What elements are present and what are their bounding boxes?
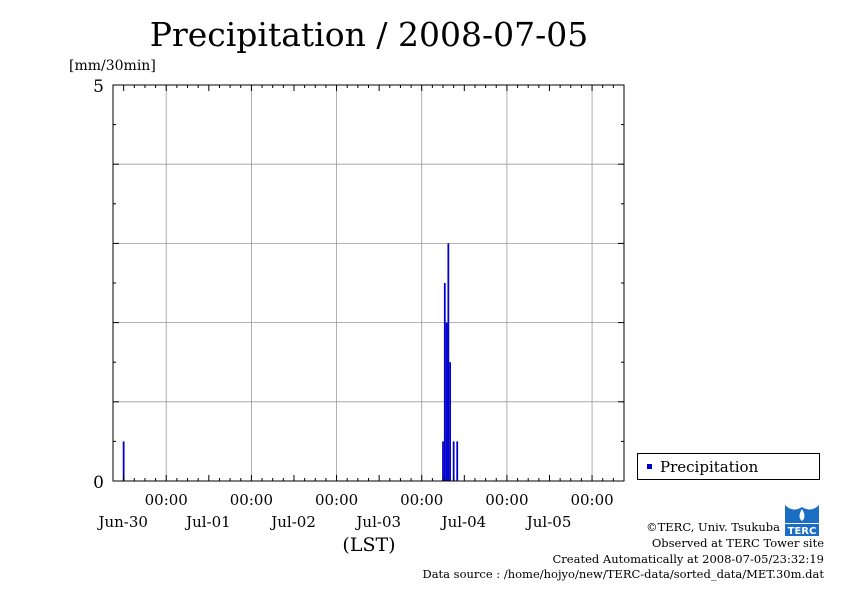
x-tick-label-time: 00:00 [400,491,443,509]
bar [452,441,455,481]
x-tick-label-date: Jul-02 [269,513,316,531]
bar [456,441,459,481]
credit-created: Created Automatically at 2008-07-05/23:3… [552,551,825,566]
credit-observed: Observed at TERC Tower site [651,535,824,550]
x-tick-label-time: 00:00 [485,491,528,509]
x-axis-label: (LST) [342,534,395,556]
x-tick-label-time: 00:00 [230,491,273,509]
legend-label: Precipitation [660,457,759,476]
logo-text: TERC [788,526,817,537]
credit-source: Data source : /home/hojyo/new/TERC-data/… [422,567,824,582]
x-tick-label-date: Jul-04 [440,513,487,531]
bar [443,283,446,481]
x-tick-label-date: Jul-01 [184,513,231,531]
chart-title: Precipitation / 2008-07-05 [150,15,588,54]
x-tick-label-date: Jun-30 [96,513,148,531]
legend-swatch [647,464,652,469]
x-tick-label-time: 00:00 [570,491,613,509]
y-tick-label-max: 5 [93,77,104,97]
x-tick-labels: 00:00 Jun-30 00:00 Jul-01 00:00 Jul-02 00:00 Ju… [96,491,613,531]
credit-copyright: ©TERC, Univ. Tsukuba [646,520,780,534]
grid [113,85,624,481]
bar [445,322,448,481]
logo-text-bar [785,524,819,536]
x-tick-label-date: Jul-05 [525,513,572,531]
bar [122,441,125,481]
y-tick-label-min: 0 [93,473,104,493]
bars [122,243,459,481]
x-tick-label-date: Jul-03 [354,513,401,531]
x-tick-label-time: 00:00 [315,491,358,509]
axis-ticks [112,84,625,482]
legend: Precipitation [637,453,820,480]
x-tick-label-time: 00:00 [145,491,188,509]
plot-frame [112,84,625,482]
terc-logo: TERC [785,505,819,537]
logo-drop-icon [799,509,805,521]
bar [447,243,450,481]
y-axis-label: [mm/30min] [69,58,156,74]
bar [449,362,452,481]
credits: ©TERC, Univ. Tsukuba Observed at TERC To… [422,520,824,583]
bar [442,441,444,481]
